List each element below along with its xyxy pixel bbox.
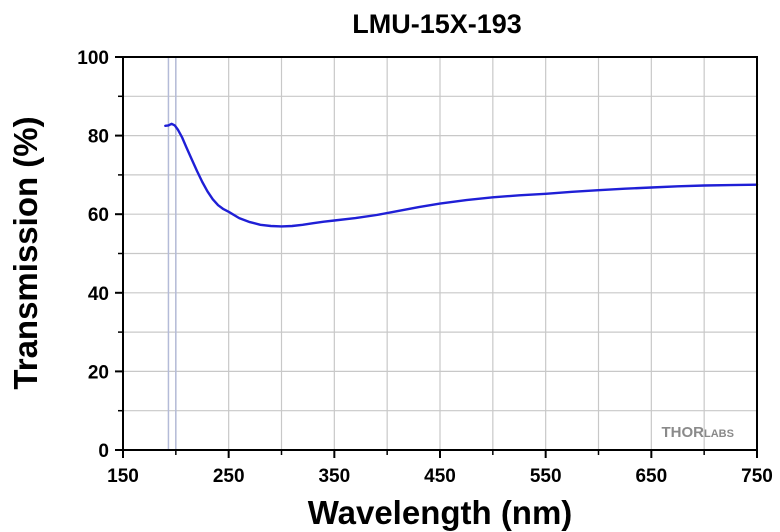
- x-tick-label: 350: [318, 466, 350, 487]
- transmission-curve: [164, 122, 759, 228]
- y-axis-label: Transmission (%): [7, 116, 44, 389]
- logo-text-labs: LABS: [704, 428, 734, 440]
- x-tick-label: 750: [741, 466, 773, 487]
- y-tick-label: 100: [77, 48, 109, 69]
- y-tick-label: 20: [88, 362, 109, 383]
- axis-ticks: [115, 56, 758, 458]
- x-axis-tick-labels: 150 250 350 450 550 650 750: [107, 466, 773, 487]
- series: [164, 122, 759, 228]
- y-tick-label: 80: [88, 127, 109, 148]
- x-tick-label: 450: [424, 466, 456, 487]
- y-tick-label: 40: [88, 284, 109, 305]
- y-tick-label: 0: [98, 441, 109, 462]
- logo-text-thor: THOR: [662, 424, 705, 441]
- y-tick-label: 60: [88, 205, 109, 226]
- x-axis-label: Wavelength (nm): [308, 494, 573, 531]
- x-tick-label: 150: [107, 466, 139, 487]
- x-tick-label: 250: [213, 466, 245, 487]
- y-axis-tick-labels: 0 20 40 60 80 100: [77, 48, 109, 462]
- x-tick-label: 550: [530, 466, 562, 487]
- thorlabs-logo: THOR LABS: [662, 424, 734, 441]
- wavelength-markers: [167, 57, 177, 450]
- x-tick-label: 650: [635, 466, 667, 487]
- chart-title: LMU-15X-193: [352, 9, 522, 39]
- grid: [123, 57, 757, 450]
